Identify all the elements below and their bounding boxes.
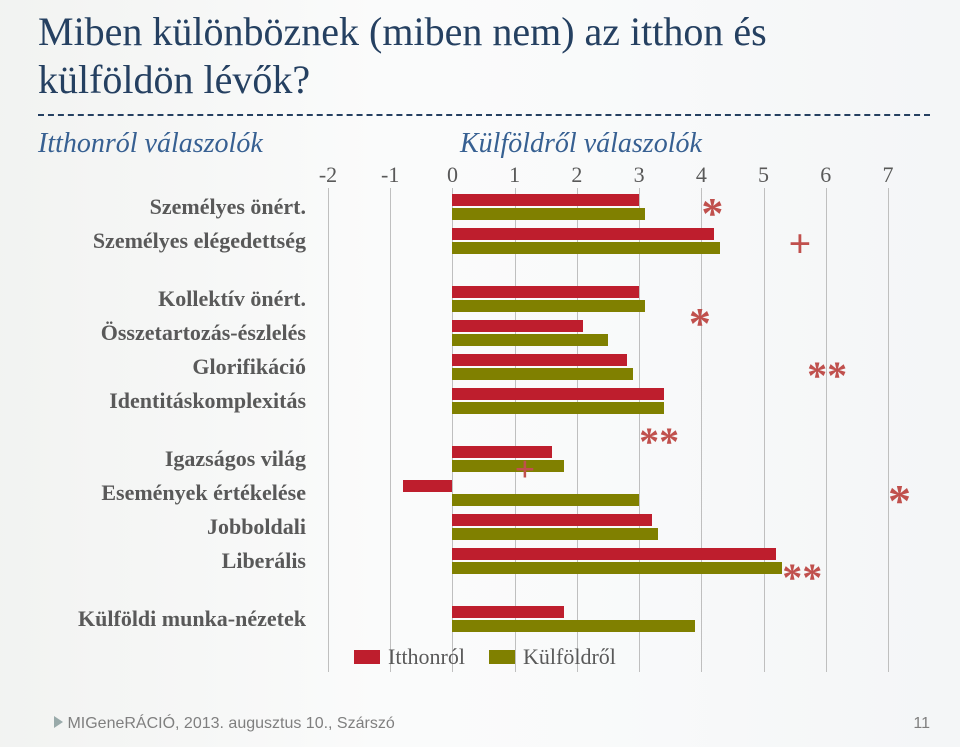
- slide: Miben különböznek (miben nem) az itthon …: [0, 0, 960, 747]
- bar-kulfold: [452, 208, 645, 220]
- bar-itthon: [452, 286, 639, 298]
- bar-kulfold: [452, 528, 657, 540]
- bar-itthon: [452, 228, 713, 240]
- bar-itthon: [452, 354, 626, 366]
- annotation: +: [515, 448, 536, 490]
- page-number: 11: [913, 715, 930, 733]
- bar-itthon: [452, 194, 639, 206]
- x-tick: 2: [571, 162, 582, 188]
- category-label: Igazságos világ: [38, 446, 318, 472]
- category-label: Kollektív önért.: [38, 286, 318, 312]
- category-label: Liberális: [38, 548, 318, 574]
- bar-itthon: [452, 446, 552, 458]
- subtitle-right: Külföldről válaszolók: [460, 128, 702, 160]
- annotation: **: [639, 418, 679, 465]
- annotation: **: [807, 352, 847, 399]
- x-tick: 7: [883, 162, 894, 188]
- bar-kulfold: [452, 300, 645, 312]
- bar-itthon: [452, 606, 564, 618]
- annotation: +: [788, 220, 811, 267]
- bar-kulfold: [452, 368, 632, 380]
- x-tick: 4: [696, 162, 707, 188]
- annotation: **: [782, 554, 822, 601]
- category-label: Glorifikáció: [38, 354, 318, 380]
- x-tick: -1: [381, 162, 399, 188]
- category-label: Események értékelése: [38, 480, 318, 506]
- x-tick: 0: [447, 162, 458, 188]
- category-label: Összetartozás-észlelés: [38, 320, 318, 346]
- plot-area: -2-101234567*+*****+***: [328, 188, 888, 672]
- category-label: Személyes elégedettség: [38, 228, 318, 254]
- category-label: Identitáskomplexitás: [38, 388, 318, 414]
- bar-itthon: [452, 514, 651, 526]
- bar-itthon: [403, 480, 453, 492]
- x-tick: 1: [509, 162, 520, 188]
- category-label: Személyes önért.: [38, 194, 318, 220]
- footer: MIGeneRÁCIÓ, 2013. augusztus 10., Szársz…: [54, 715, 930, 733]
- bar-kulfold: [452, 460, 564, 472]
- bar-kulfold: [452, 620, 695, 632]
- slide-title: Miben különböznek (miben nem) az itthon …: [38, 8, 930, 104]
- x-tick: 5: [758, 162, 769, 188]
- bar-kulfold: [452, 494, 639, 506]
- annotation: *: [689, 298, 711, 349]
- subtitle-left: Itthonról válaszolók: [38, 128, 263, 160]
- title-underline: [38, 114, 930, 116]
- bar-kulfold: [452, 562, 782, 574]
- bar-chart: -2-101234567*+*****+*** Személyes önért.…: [38, 166, 922, 672]
- x-tick: 6: [820, 162, 831, 188]
- bar-itthon: [452, 320, 583, 332]
- x-tick: -2: [319, 162, 337, 188]
- bar-kulfold: [452, 242, 720, 254]
- annotation: *: [888, 474, 911, 527]
- category-label: Külföldi munka-nézetek: [38, 606, 318, 632]
- bar-kulfold: [452, 334, 608, 346]
- legend-swatch: [354, 650, 380, 664]
- bar-itthon: [452, 388, 664, 400]
- legend-label: Itthonról: [388, 644, 465, 670]
- legend: Itthonról Külföldről: [330, 644, 890, 670]
- x-tick: 3: [634, 162, 645, 188]
- bar-itthon: [452, 548, 776, 560]
- legend-swatch: [489, 650, 515, 664]
- bar-kulfold: [452, 402, 664, 414]
- footer-text: MIGeneRÁCIÓ, 2013. augusztus 10., Szársz…: [67, 715, 394, 732]
- legend-label: Külföldről: [523, 644, 616, 670]
- title-text: Miben különböznek (miben nem) az itthon …: [38, 8, 930, 104]
- annotation: *: [701, 188, 723, 239]
- category-label: Jobboldali: [38, 514, 318, 540]
